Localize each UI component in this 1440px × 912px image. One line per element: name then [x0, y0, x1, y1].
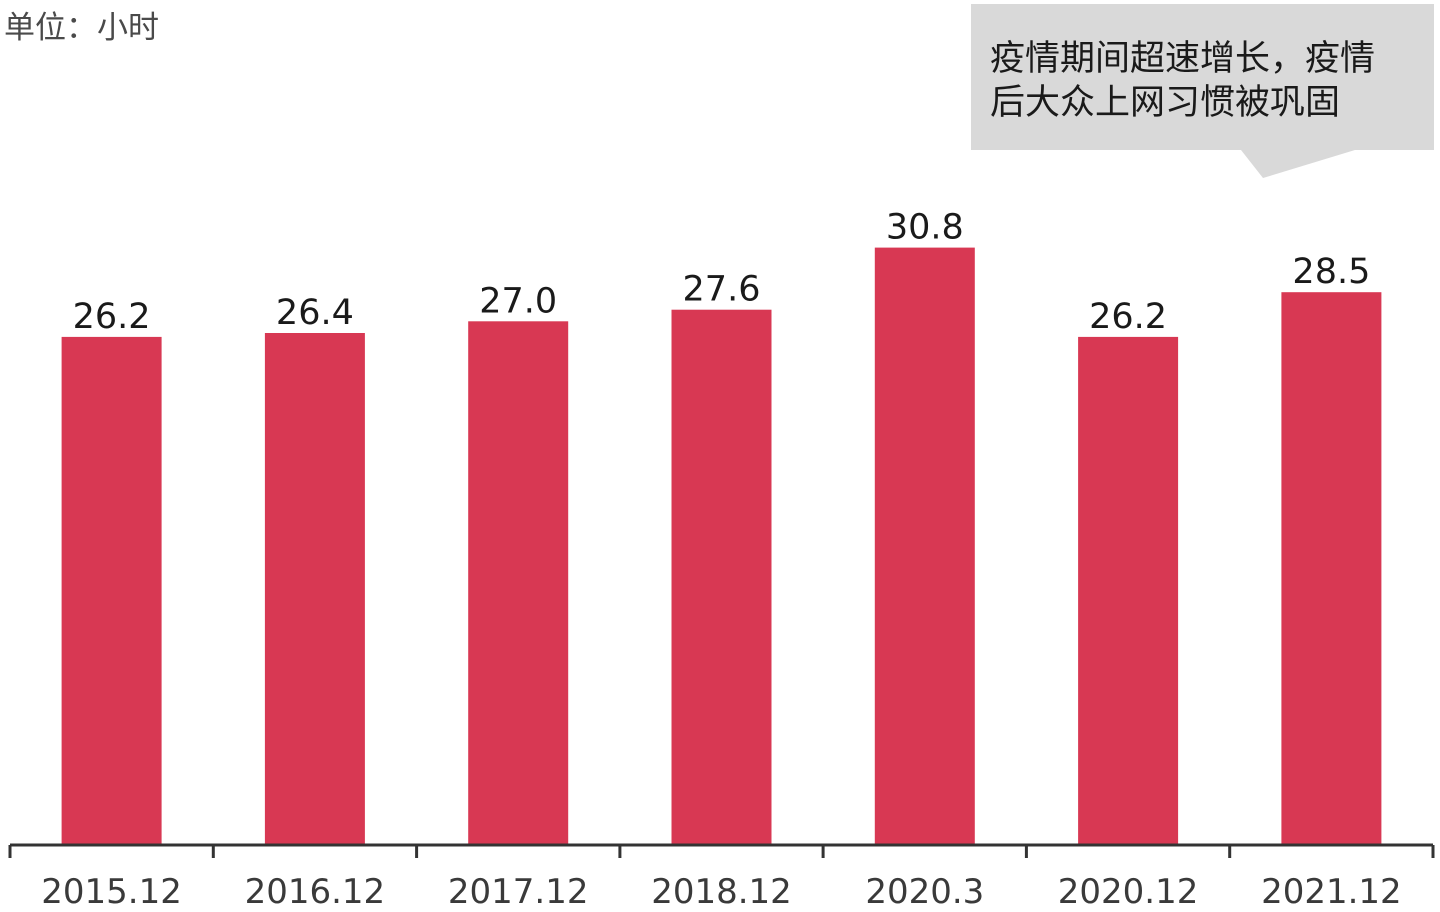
bar-2021.12 — [1281, 292, 1382, 845]
data-label-2018.12: 27.6 — [683, 270, 761, 310]
x-tick-label-2020.12: 2020.12 — [1058, 872, 1199, 912]
x-tick-label-2021.12: 2021.12 — [1261, 872, 1402, 912]
bar-series — [61, 247, 1382, 846]
bar-2020.3 — [874, 247, 975, 846]
bar-2015.12 — [61, 336, 162, 845]
x-tick-label-2020.3: 2020.3 — [865, 872, 984, 912]
callout-text-line-2: 后大众上网习惯被巩固 — [990, 83, 1340, 123]
data-labels: 26.2 26.4 27.0 27.6 30.8 26.2 28.5 — [73, 208, 1371, 337]
annotation-callout: 疫情期间超速增长，疫情 后大众上网习惯被巩固 — [971, 4, 1434, 178]
bar-2016.12 — [264, 333, 365, 845]
x-tick-label-2018.12: 2018.12 — [651, 872, 792, 912]
data-label-2017.12: 27.0 — [479, 281, 557, 321]
data-label-2021.12: 28.5 — [1292, 252, 1370, 292]
data-label-2020.12: 26.2 — [1089, 297, 1167, 337]
data-label-2016.12: 26.4 — [276, 293, 354, 333]
x-tick-label-2016.12: 2016.12 — [245, 872, 386, 912]
data-label-2020.3: 30.8 — [886, 208, 964, 248]
callout-box — [971, 4, 1434, 178]
bar-2018.12 — [671, 309, 772, 845]
x-tick-label-2017.12: 2017.12 — [448, 872, 589, 912]
x-axis-ticks — [8, 845, 1435, 858]
bar-2020.12 — [1078, 336, 1179, 845]
callout-text-line-1: 疫情期间超速增长，疫情 — [990, 39, 1375, 79]
data-label-2015.12: 26.2 — [73, 297, 151, 337]
x-axis-tick-labels: 2015.12 2016.12 2017.12 2018.12 2020.3 2020.1… — [41, 872, 1401, 912]
x-tick-label-2015.12: 2015.12 — [41, 872, 182, 912]
unit-label: 单位：小时 — [4, 10, 159, 46]
bar-2017.12 — [468, 321, 569, 845]
